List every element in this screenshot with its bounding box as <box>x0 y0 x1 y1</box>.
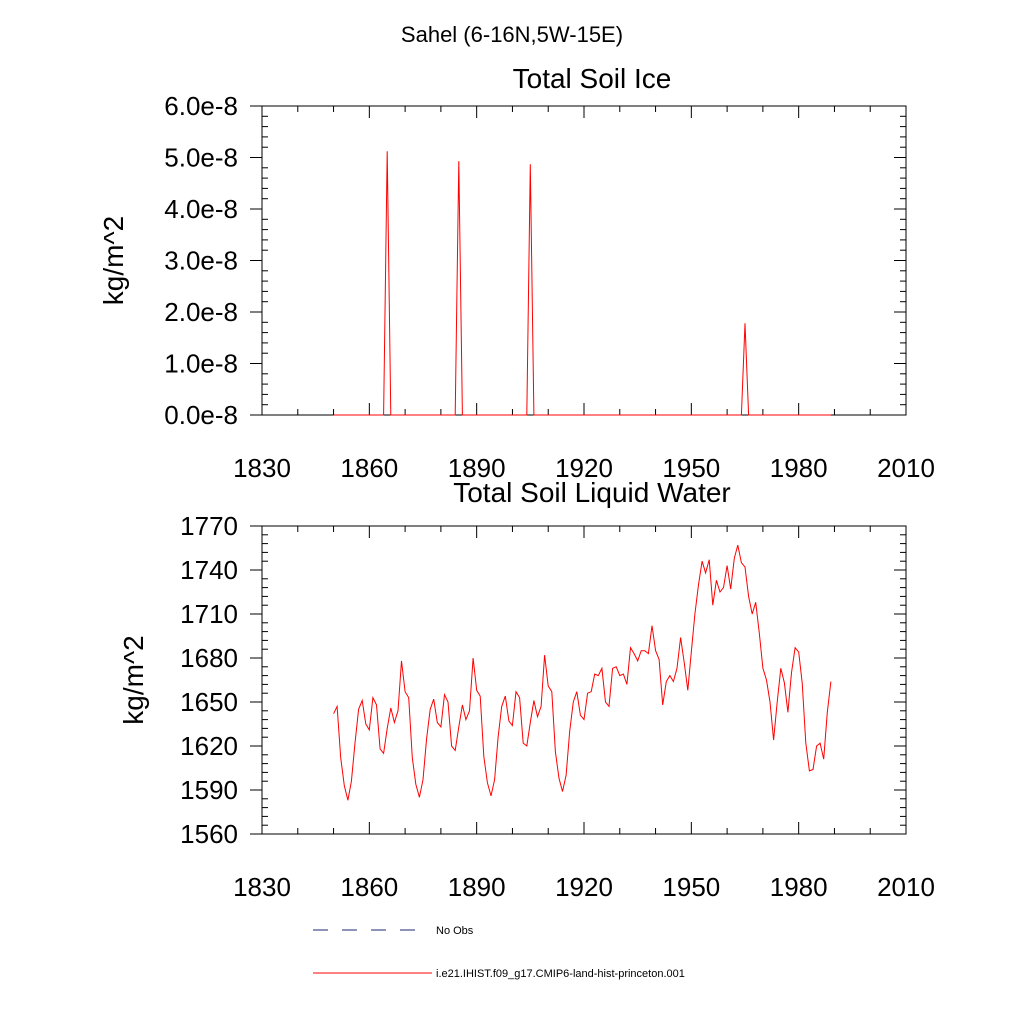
water-panel-title: Total Soil Liquid Water <box>453 477 731 508</box>
water-y-tick-label: 1590 <box>180 775 238 805</box>
ice-panel-title: Total Soil Ice <box>513 63 672 94</box>
water-x-tick-label: 1950 <box>662 872 720 902</box>
water-y-tick-label: 1560 <box>180 819 238 849</box>
water-y-tick-label: 1650 <box>180 687 238 717</box>
water-x-tick-label: 1890 <box>448 872 506 902</box>
soil-ice-panel: Total Soil Ice kg/m^2 1830 1860 1890 1920 1950… <box>98 63 935 483</box>
ice-x-tick-label: 1950 <box>662 453 720 483</box>
ice-y-tick-label: 6.0e-8 <box>164 91 238 121</box>
ice-y-axis-label: kg/m^2 <box>98 216 129 305</box>
ice-x-tick-label: 1920 <box>555 453 613 483</box>
ice-y-tick-label: 3.0e-8 <box>164 246 238 276</box>
water-x-tick-label: 2010 <box>877 872 935 902</box>
ice-plot-frame <box>261 105 907 416</box>
water-series-line-0 <box>333 544 832 801</box>
water-y-tick-label: 1770 <box>180 511 238 541</box>
soil-liquid-water-panel: Total Soil Liquid Water kg/m^2 1830 1860 189… <box>118 477 935 902</box>
water-y-tick-label: 1620 <box>180 731 238 761</box>
water-y-tick-label: 1710 <box>180 599 238 629</box>
ice-x-tick-label: 2010 <box>877 453 935 483</box>
ice-y-tick-label: 1.0e-8 <box>164 349 238 379</box>
ice-x-tick-label: 1890 <box>448 453 506 483</box>
legend-label-model-run: i.e21.IHIST.f09_g17.CMIP6-land-hist-prin… <box>436 968 685 980</box>
legend: No Obs i.e21.IHIST.f09_g17.CMIP6-land-hi… <box>313 925 685 980</box>
ice-x-tick-label: 1980 <box>770 453 828 483</box>
ice-series-line-0 <box>333 151 831 416</box>
ice-y-tick-label: 0.0e-8 <box>164 400 238 430</box>
legend-label-no-obs: No Obs <box>436 925 474 937</box>
ice-x-tick-label: 1860 <box>340 453 398 483</box>
figure-supertitle: Sahel (6-16N,5W-15E) <box>401 22 623 47</box>
water-plot-frame <box>261 525 907 835</box>
water-y-tick-label: 1680 <box>180 643 238 673</box>
ice-x-tick-label: 1830 <box>233 453 291 483</box>
water-y-axis-label: kg/m^2 <box>118 635 149 724</box>
ice-y-tick-label: 2.0e-8 <box>164 297 238 327</box>
ice-y-tick-label: 5.0e-8 <box>164 143 238 173</box>
water-x-tick-label: 1980 <box>770 872 828 902</box>
water-y-tick-label: 1740 <box>180 555 238 585</box>
water-x-tick-label: 1860 <box>340 872 398 902</box>
ice-y-tick-label: 4.0e-8 <box>164 194 238 224</box>
water-x-tick-label: 1920 <box>555 872 613 902</box>
water-x-tick-label: 1830 <box>233 872 291 902</box>
